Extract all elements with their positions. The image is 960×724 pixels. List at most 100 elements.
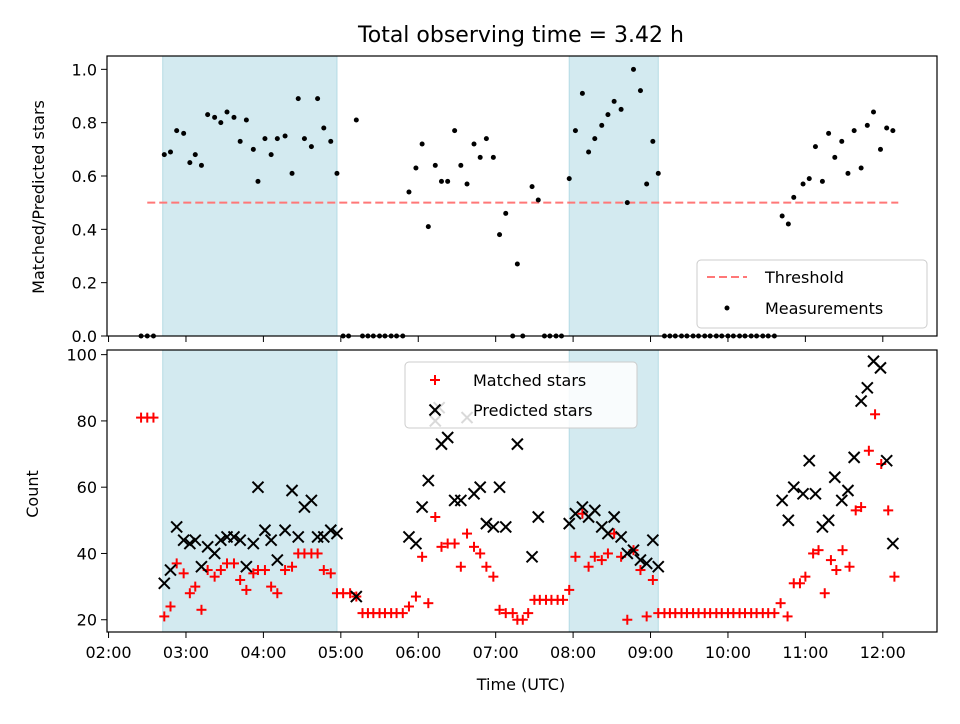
predicted-star-marker-b (614, 530, 628, 544)
x-tick-label: 11:00 (782, 643, 828, 662)
predicted-star-marker-b (787, 480, 800, 494)
predicted-star-marker-b (803, 454, 816, 467)
measurement-point (353, 117, 359, 123)
measurement-point (592, 136, 598, 142)
measurement-point (655, 170, 661, 176)
x-tick-label: 08:00 (550, 643, 596, 662)
measurement-point (471, 141, 477, 147)
predicted-star-marker-b (208, 547, 221, 560)
x-tick-label: 04:00 (240, 643, 286, 662)
measurement-point (819, 178, 825, 184)
measurement-point (806, 176, 812, 182)
predicted-star-marker-b (258, 524, 272, 537)
measurement-point (529, 184, 535, 190)
predicted-star-marker-b (861, 381, 874, 394)
y-tick-label: 0.8 (72, 114, 97, 133)
bottom-panel: 20 40 60 80 100 02:00 03:00 04:00 05:00 06:00 07:0… (23, 346, 938, 694)
measurement-point (198, 162, 204, 168)
measurement-point (611, 98, 617, 104)
measurement-point (812, 144, 818, 150)
predicted-star-marker-b (525, 550, 539, 563)
measurement-point (282, 133, 288, 139)
measurement-point (224, 109, 230, 115)
predicted-star-marker-b (601, 527, 615, 540)
shaded-interval-2 (568, 55, 659, 337)
measurement-point (586, 149, 592, 155)
measurement-point (289, 170, 295, 176)
predicted-star-marker-b (607, 510, 621, 524)
predicted-star-marker-b (305, 494, 318, 507)
predicted-star-marker-b (158, 577, 171, 590)
predicted-star-marker-b (487, 520, 500, 534)
predicted-star-marker-b (164, 563, 177, 577)
bottom-legend-frame (404, 361, 638, 429)
measurement-point (255, 178, 261, 184)
predicted-star-marker-b (251, 480, 265, 494)
measurement-point (535, 197, 541, 203)
measurement-point (301, 136, 307, 142)
measurement-point (250, 146, 256, 152)
x-tick-label: 12:00 (860, 643, 906, 662)
predicted-star-marker-b (640, 557, 653, 570)
measurement-point (566, 176, 572, 182)
predicted-star-marker-b (415, 500, 429, 514)
predicted-star-marker-b (330, 527, 344, 540)
predicted-star-marker-b (240, 560, 253, 573)
predicted-star-marker-b (499, 520, 512, 534)
x-tick-label: 07:00 (473, 643, 519, 662)
predicted-star-marker-b (627, 543, 640, 557)
measurement-point (464, 181, 470, 187)
x-tick-label: 10:00 (705, 643, 751, 662)
measurement-point (845, 170, 851, 176)
measurement-point (167, 149, 173, 155)
predicted-star-marker-b (886, 537, 900, 550)
predicted-star-marker-b (493, 480, 506, 494)
top-legend-frame (696, 259, 928, 329)
predicted-star-marker-b (867, 355, 880, 368)
y-tick-label: 0.2 (72, 274, 97, 293)
predicted-star-marker-b (880, 454, 893, 467)
measurement-point (438, 178, 444, 184)
legend-threshold-label: Threshold (764, 268, 844, 287)
predicted-star-marker-b (264, 534, 278, 547)
measurement-point (779, 213, 785, 219)
measurement-point (871, 109, 877, 115)
predicted-star-marker-b (233, 534, 247, 547)
predicted-star-marker-b (646, 534, 660, 547)
shaded-interval-1 (162, 349, 338, 633)
measurement-point (851, 128, 857, 134)
measurement-point (262, 136, 268, 142)
predicted-star-marker-b (828, 471, 842, 484)
measurement-point (839, 138, 845, 144)
predicted-star-marker-b (428, 403, 442, 417)
measurement-point (579, 90, 585, 96)
measurement-point (192, 152, 198, 158)
measurement-point (268, 152, 274, 158)
legend-measurements-label: Measurements (765, 299, 883, 318)
predicted-star-marker-b (621, 547, 634, 560)
y-tick-label: 0.6 (72, 167, 97, 186)
predicted-star-marker-b (652, 560, 665, 573)
measurement-point (637, 88, 643, 94)
bottom-legend: Matched stars Predicted stars (404, 361, 638, 429)
predicted-star-marker-b (480, 517, 493, 530)
measurement-point (328, 138, 334, 144)
measurement-point (181, 130, 187, 136)
measurement-point (599, 122, 605, 128)
top-plot-area: 0.0 0.2 0.4 0.6 0.8 1.0 (72, 55, 938, 346)
predicted-star-marker-b (454, 494, 468, 507)
predicted-star-marker-b (278, 524, 292, 537)
predicted-star-marker-b (324, 524, 337, 537)
y-tick-label: 20 (77, 611, 97, 630)
measurement-point (321, 125, 327, 131)
measurement-point (858, 165, 864, 171)
y-tick-label: 40 (77, 544, 97, 563)
measurement-point (243, 117, 249, 123)
measurement-point (624, 200, 630, 206)
predicted-star-marker-b (822, 514, 835, 527)
x-tick-label: 05:00 (318, 643, 364, 662)
measurement-point (432, 162, 438, 168)
measurement-point (785, 221, 791, 227)
x-tick-label: 09:00 (627, 643, 673, 662)
